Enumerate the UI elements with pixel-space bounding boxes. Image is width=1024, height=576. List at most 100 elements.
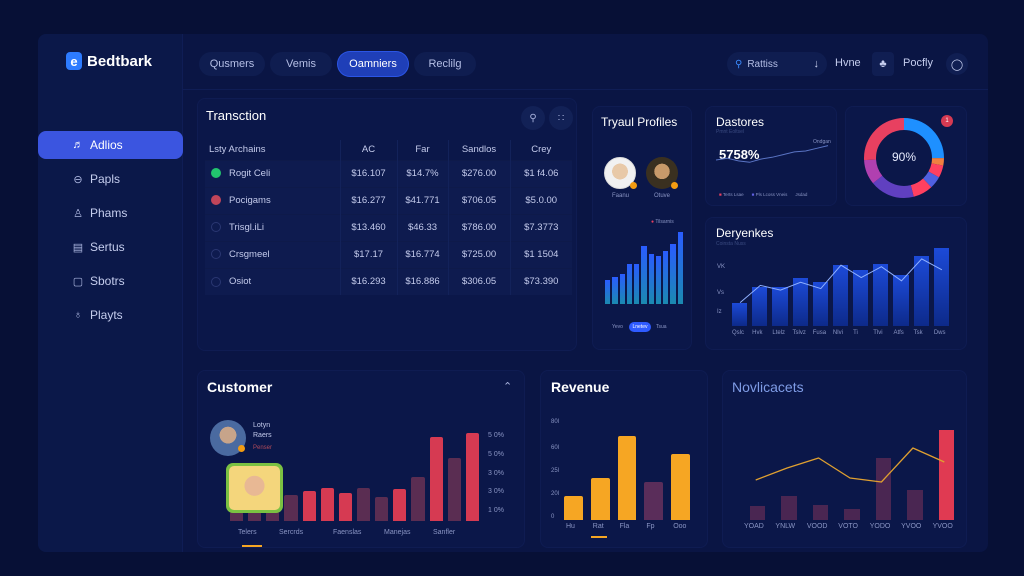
toggle-option-active[interactable]: Lnetev xyxy=(629,322,651,332)
x-tick: Fla xyxy=(619,523,630,530)
cell-value: $16.886 xyxy=(397,267,449,295)
chart-bar xyxy=(907,490,923,520)
profile-link[interactable]: Pocfly xyxy=(903,57,933,69)
y-tick: Vs xyxy=(717,290,725,296)
x-tick: Fusa xyxy=(812,330,827,336)
chart-bar xyxy=(641,246,647,304)
sidebar-item-phams[interactable]: ♙ Phams xyxy=(38,199,183,227)
toggle-option[interactable]: Yevo xyxy=(612,324,623,330)
tab-qusmers[interactable]: Qusmers xyxy=(199,52,265,76)
cell-value: $1 1504 xyxy=(510,240,572,268)
cell-value: $306.05 xyxy=(448,267,511,295)
tab-reclilg[interactable]: Reclilg xyxy=(414,52,476,76)
deryenkes-title: Deryenkes xyxy=(716,226,774,240)
cell-value: $725.00 xyxy=(448,240,511,268)
window-icon: ▢ xyxy=(72,275,84,288)
chart-bar xyxy=(590,478,610,520)
profiles-title: Tryaul Profiles xyxy=(601,115,678,129)
x-tick: Rat xyxy=(592,523,604,530)
x-tick: YNLW xyxy=(775,523,796,530)
column-header[interactable]: Far xyxy=(397,140,449,160)
highlighted-avatar[interactable] xyxy=(226,463,283,513)
revenue-title: Revenue xyxy=(551,379,610,395)
bell-icon[interactable]: ♣ xyxy=(872,52,894,76)
notification-badge[interactable]: 1 xyxy=(941,115,953,127)
legend-item: Jsdad xyxy=(795,192,808,197)
x-tick: Hvk xyxy=(752,330,763,336)
donut-value: 90% xyxy=(891,150,917,164)
y-tick: 5 0% xyxy=(488,451,504,458)
profiles-bar-chart xyxy=(604,232,684,304)
column-header[interactable]: AC xyxy=(340,140,398,160)
column-header[interactable]: Crey xyxy=(531,144,552,156)
table-row[interactable]: Osiot $16.293 $16.886 $306.05 $73.390 xyxy=(205,267,572,295)
column-header[interactable]: Sandlos xyxy=(448,140,511,160)
chart-bar xyxy=(938,430,954,520)
table-row[interactable]: Crsgmeel $17.17 $16.774 $725.00 $1 1504 xyxy=(205,240,572,268)
download-icon[interactable]: ↓ xyxy=(813,58,820,70)
sidebar-item-playts[interactable]: ♁ Playts xyxy=(38,301,183,329)
sidebar-item-papls[interactable]: ⊖ Papls xyxy=(38,165,183,193)
x-tick: Ti xyxy=(853,330,858,336)
sidebar-item-sbotrs[interactable]: ▢ Sbotrs xyxy=(38,267,183,295)
chart-bar xyxy=(663,251,669,304)
chart-bar xyxy=(411,477,425,521)
novlicacets-title: Novlicacets xyxy=(732,379,804,395)
chart-bar xyxy=(752,287,768,326)
sidebar-item-label: Phams xyxy=(90,206,128,220)
search-input[interactable]: ⚲ Rattiss ↓ xyxy=(727,52,827,76)
sidebar-item-label: Playts xyxy=(90,308,123,322)
row-name: Trisgl.iLi xyxy=(205,213,341,241)
sidebar-item-adlios[interactable]: ♬ Adlios xyxy=(38,131,183,159)
x-tick: Ltelz xyxy=(772,330,786,336)
x-tick: Atfs xyxy=(893,330,904,336)
chart-bar xyxy=(248,511,262,521)
y-tick: 3 0% xyxy=(488,470,504,477)
cell-value: $46.33 xyxy=(397,213,449,241)
table-row[interactable]: Rogit Celi $16.107 $14.7% $276.00 $1 f4.06 xyxy=(205,159,572,187)
x-tick: YVOO xyxy=(932,523,953,530)
x-tick: YODO xyxy=(869,523,891,530)
chart-bar xyxy=(564,496,583,520)
tab-vemis[interactable]: Vemis xyxy=(270,52,332,76)
x-tick: Dws xyxy=(933,330,946,336)
y-tick: 60l xyxy=(551,445,560,451)
table-row[interactable]: Pocigams $16.277 $41.771 $706.05 $5.0.00 xyxy=(205,186,572,214)
collapse-chevron-icon[interactable]: ⌃ xyxy=(503,381,513,393)
chart-bar xyxy=(677,232,683,304)
donut-chart xyxy=(864,118,944,198)
bulb-icon: ♁ xyxy=(73,309,83,321)
chart-bar xyxy=(465,432,479,521)
chart-user-icon: ♬ xyxy=(72,139,84,151)
x-tick: VOOD xyxy=(806,523,828,530)
table-row[interactable]: Trisgl.iLi $13.460 $46.33 $786.00 $7.3773 xyxy=(205,213,572,241)
y-tick: VK xyxy=(717,264,726,270)
chart-bar xyxy=(644,481,664,520)
dastores-legend: ■ Terts Lsae ■ Pls Lcoss Vneis Jsdad xyxy=(719,192,807,197)
document-icon: ▤ xyxy=(72,241,84,254)
sidebar-item-label: Sbotrs xyxy=(90,274,125,288)
status-dot-icon xyxy=(211,195,221,206)
column-header[interactable]: Lsty Archains xyxy=(205,140,341,160)
help-icon[interactable]: ◯ xyxy=(946,53,968,75)
search-icon[interactable]: ⚲ xyxy=(521,106,545,130)
profiles-card xyxy=(592,106,692,350)
tab-oamniers[interactable]: Oamniers xyxy=(338,52,408,76)
status-badge xyxy=(630,182,637,189)
sidebar-item-sertus[interactable]: ▤ Sertus xyxy=(38,233,183,261)
brand-logo[interactable]: e Bedtbark xyxy=(66,52,152,70)
tab-label: Vemis xyxy=(286,58,316,70)
cell-value: $16.277 xyxy=(340,186,398,214)
home-link[interactable]: Hvne xyxy=(835,57,861,69)
chart-bar xyxy=(605,280,611,304)
expand-icon[interactable]: ∷ xyxy=(549,106,573,130)
toggle-option[interactable]: Tsua xyxy=(656,324,667,330)
y-tick: 80l xyxy=(551,419,560,425)
chart-bar xyxy=(617,436,637,520)
legend-item: ■ Pls Lcoss Vneis xyxy=(751,192,788,197)
x-tick: YVOO xyxy=(901,523,922,530)
x-tick: Ooo xyxy=(673,523,687,530)
chart-bar xyxy=(648,254,654,304)
chart-bar xyxy=(357,488,371,521)
profile-name: Otuve xyxy=(654,193,671,199)
